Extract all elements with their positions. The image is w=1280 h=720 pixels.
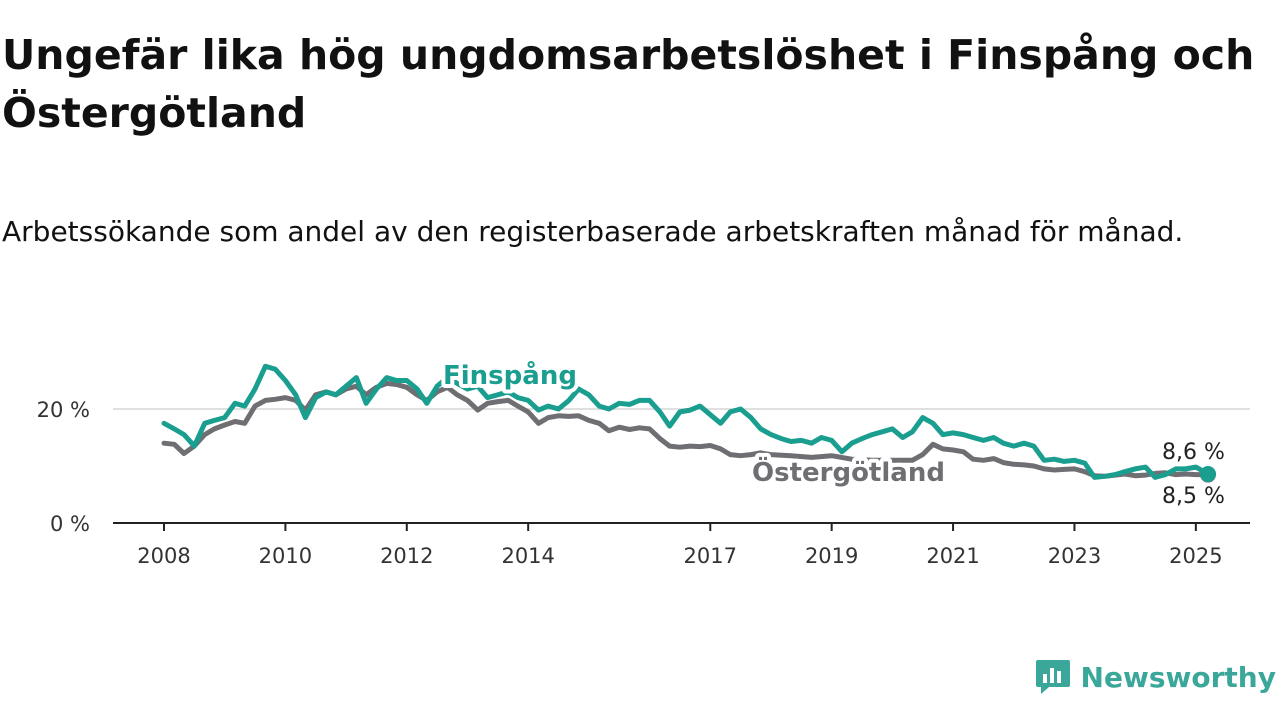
gridlines [113, 408, 1250, 524]
end-value-label-finspang: 8,6 % [1162, 440, 1225, 465]
series-line-finspång [161, 363, 1211, 480]
x-axis-ticks: 2008 2010 2012 2014 2017 2019 2021 2023 2025 [137, 523, 1223, 568]
x-tick-label: 2017 [684, 544, 737, 568]
newsworthy-logo: Newsworthy [1035, 658, 1276, 696]
y-tick-label: 0 % [50, 512, 90, 536]
x-tick-label: 2012 [380, 544, 433, 568]
x-tick-label: 2025 [1169, 544, 1222, 568]
chart-subtitle: Arbetssökande som andel av den registerb… [2, 215, 1184, 248]
x-tick-label: 2010 [259, 544, 312, 568]
series-label-ostergotland: Östergötland [752, 455, 945, 488]
brand-name: Newsworthy [1080, 660, 1276, 694]
x-tick-label: 2019 [805, 544, 858, 568]
y-axis-ticks: 0 % 20 % [37, 398, 90, 536]
x-tick-label: 2021 [926, 544, 979, 568]
series-lines [161, 363, 1216, 483]
x-tick-label: 2008 [137, 544, 190, 568]
y-tick-label: 20 % [37, 398, 90, 422]
newsworthy-logo-icon [1035, 660, 1070, 694]
series-label-finspang: Finspång [443, 359, 577, 391]
x-tick-label: 2014 [501, 544, 554, 568]
line-chart: 0 % 20 % 2008 2010 2012 2014 2017 2019 2021 2023… [36, 359, 1250, 568]
end-point-finspång [1200, 465, 1216, 482]
chart-title: Ungefär lika hög ungdomsarbetslöshet i F… [2, 31, 1255, 137]
x-tick-label: 2023 [1048, 544, 1101, 568]
end-value-label-ostergotland: 8,5 % [1162, 484, 1225, 509]
